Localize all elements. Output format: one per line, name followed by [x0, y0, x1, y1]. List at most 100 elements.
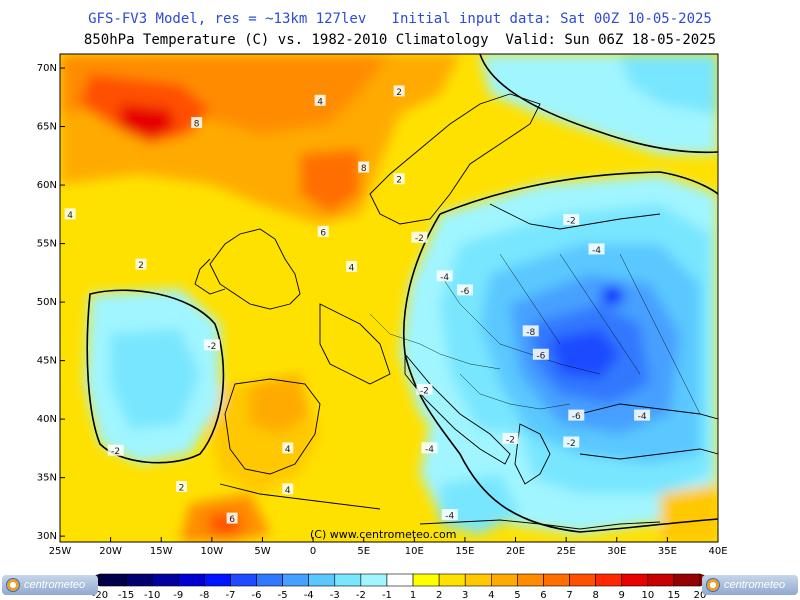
borders [369, 253, 701, 415]
legend-box [464, 573, 492, 587]
legend-label: -3 [330, 590, 340, 600]
legend-label: -15 [118, 590, 134, 600]
svg-text:-6: -6 [572, 412, 581, 422]
lon-label: 20E [506, 546, 525, 557]
zero-isotherm-northeast [479, 54, 718, 154]
legend-labels: -20 -15 -10 -9 -8 -7 -6 -5 -4 -3 -2 -1 1 2 3 4 5 6 7 8 9 10 15… [92, 590, 707, 600]
lon-label: 25W [49, 546, 72, 557]
svg-text:-6: -6 [460, 287, 469, 297]
longitude-labels: 25W 20W 15W 10W 5W 0 5E 10E 15E 20E 25E 30E 35E 40E [49, 546, 728, 557]
legend-box [177, 573, 205, 587]
temperature-map: 25W 20W 15W 10W 5W 0 5E 10E 15E 20E 25E 30E 35E 40E 7… [37, 53, 728, 557]
legend-label: 2 [436, 590, 442, 600]
contour-label: 2 [175, 480, 187, 493]
svg-text:-6: -6 [536, 351, 545, 361]
temperature-field [60, 54, 718, 542]
legend-box [282, 573, 309, 587]
lon-label: 15W [150, 546, 173, 557]
lon-label: 15E [455, 546, 474, 557]
contour-label: 4 [346, 260, 358, 273]
lon-label: 10E [405, 546, 424, 557]
svg-text:-8: -8 [526, 328, 535, 338]
legend-label: -9 [173, 590, 183, 600]
svg-text:-2: -2 [420, 386, 429, 396]
contour-label: -8 [522, 325, 539, 338]
legend-label: 5 [514, 590, 520, 600]
svg-text:4: 4 [285, 486, 291, 496]
legend-label: 1 [410, 590, 416, 600]
lon-label: 40E [708, 546, 727, 557]
title-line-2: 850hPa Temperature (C) vs. 1982-2010 Cli… [83, 32, 717, 48]
svg-text:4: 4 [285, 445, 291, 455]
lat-label: 55N [37, 239, 57, 250]
svg-text:6: 6 [320, 228, 326, 238]
contour-label: 4 [282, 483, 294, 496]
svg-text:4: 4 [67, 211, 73, 221]
legend-box [230, 573, 257, 587]
logo-text-right: centrometeo [724, 579, 786, 591]
contour-label: 6 [317, 225, 329, 238]
legend-label: -1 [382, 590, 392, 600]
legend-label: -20 [92, 590, 108, 600]
legend-box [151, 573, 179, 587]
svg-text:-4: -4 [592, 246, 601, 256]
svg-text:8: 8 [194, 120, 200, 130]
legend-label: 4 [488, 590, 494, 600]
lat-label: 50N [37, 297, 57, 308]
legend-box [256, 573, 283, 587]
contour-label: -2 [563, 214, 580, 227]
contour-label: -4 [588, 243, 605, 256]
svg-text:-2: -2 [415, 234, 424, 244]
legend-label: 7 [566, 590, 572, 600]
legend-label: -8 [199, 590, 209, 600]
contour-label: 4 [64, 208, 76, 221]
svg-text:6: 6 [229, 515, 235, 525]
lat-label: 60N [37, 180, 57, 191]
legend-box [673, 573, 701, 587]
svg-text:4: 4 [317, 97, 323, 107]
svg-text:2: 2 [138, 261, 144, 271]
lon-label: 35E [658, 546, 677, 557]
svg-text:2: 2 [179, 483, 185, 493]
contour-label: -2 [563, 436, 580, 449]
lon-label: 0 [310, 546, 316, 557]
contour-label: -2 [416, 383, 433, 396]
lon-label: 30E [607, 546, 626, 557]
legend-box [595, 573, 623, 587]
logo-left: centrometeo [2, 575, 98, 595]
svg-text:-2: -2 [567, 217, 576, 227]
logo-mark-icon [706, 578, 720, 592]
contour-label: -4 [441, 509, 458, 522]
contour-label: 4 [282, 442, 294, 455]
contour-label: -2 [203, 339, 220, 352]
svg-text:-2: -2 [111, 447, 120, 457]
legend-box [204, 573, 231, 587]
logo-mark-icon [6, 578, 20, 592]
contour-label: -6 [568, 409, 585, 422]
lat-label: 35N [37, 473, 57, 484]
svg-text:-4: -4 [638, 412, 647, 422]
legend-label: 20 [694, 590, 707, 600]
svg-text:8: 8 [361, 164, 367, 174]
legend-box [517, 573, 544, 587]
svg-text:-4: -4 [440, 273, 449, 283]
logo-text-left: centrometeo [24, 579, 86, 591]
lon-label: 10W [201, 546, 224, 557]
lon-label: 5E [357, 546, 370, 557]
contour-label: -4 [421, 442, 438, 455]
lon-label: 20W [99, 546, 122, 557]
legend-label: -10 [144, 590, 160, 600]
svg-text:4: 4 [349, 263, 355, 273]
contour-label: -2 [411, 231, 428, 244]
map-frame [59, 53, 719, 543]
legend-box [125, 573, 153, 587]
contour-label: -6 [532, 348, 549, 361]
latitude-labels: 70N 65N 60N 55N 50N 45N 40N 35N 30N [37, 63, 57, 542]
svg-text:-4: -4 [425, 445, 434, 455]
legend-box [491, 573, 518, 587]
contour-labels: 8 4 2 8 2 6 4 2 4 -2 -2 2 4 4 6 -2 -4 -6 -2 -8 -6 -2 -4 -2 -4 -6 -… [64, 85, 651, 525]
contour-label: -2 [502, 433, 519, 446]
lon-label: 25E [557, 546, 576, 557]
axis-ticks [59, 67, 719, 542]
lat-label: 40N [37, 414, 57, 425]
